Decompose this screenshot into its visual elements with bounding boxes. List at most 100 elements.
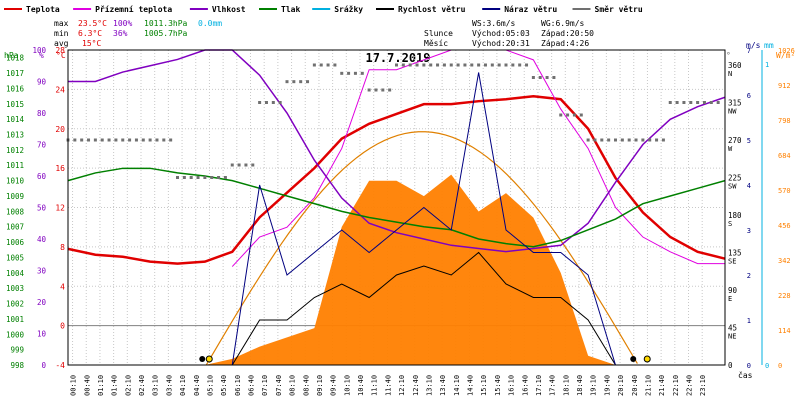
c-tick-2: 20 xyxy=(55,125,65,134)
info-block: WS:3.6m/s WG:6.9m/s Slunce Východ:05:03 … xyxy=(424,19,594,48)
hpa-tick-17: 1001 xyxy=(6,315,24,324)
hpa-tick-11: 1007 xyxy=(6,223,24,232)
wind-dir-dot-7-3 xyxy=(278,101,282,104)
hpa-tick-20: 998 xyxy=(10,361,24,370)
x-tick-13: 06:40 xyxy=(248,375,256,396)
wind-dir-dot-9-1 xyxy=(319,63,323,67)
pct-axis-title: % xyxy=(39,51,44,60)
x-tick-45: 22:40 xyxy=(686,375,694,396)
wind-dir-dot-19-3 xyxy=(607,138,611,142)
moonrise-info: Východ:20:31 xyxy=(472,39,530,48)
x-tick-28: 14:10 xyxy=(453,375,461,396)
hpa-tick-10: 1008 xyxy=(6,207,25,216)
stat-max-press: 1011.3hPa xyxy=(144,19,188,28)
ms-axis-title: m/s xyxy=(746,41,761,50)
wind-dir-dot-2-3 xyxy=(141,138,145,142)
pct-tick-3: 70 xyxy=(37,141,47,150)
wind-dir-dot-20-1 xyxy=(620,138,624,142)
x-tick-8: 04:10 xyxy=(179,375,187,396)
wind-dir-dot-11-2 xyxy=(381,88,385,92)
series-line-0 xyxy=(67,95,726,265)
wind-dir-dot-1-1 xyxy=(100,138,104,142)
x-tick-35: 17:40 xyxy=(549,375,557,396)
x-tick-4: 02:10 xyxy=(124,375,132,396)
dir-tick-2: 270 xyxy=(728,136,742,145)
stat-max-rain: 0.0mm xyxy=(198,19,222,28)
wind-dir-dot-4-3 xyxy=(196,176,200,179)
wind-dir-dot-11-0 xyxy=(367,88,371,92)
x-tick-44: 22:10 xyxy=(672,375,680,396)
wind-dir-dot-10-2 xyxy=(353,71,357,75)
hpa-tick-5: 1013 xyxy=(6,131,24,140)
wind-dir-dot-20-3 xyxy=(634,138,638,142)
stat-min-temp: 6.3°C xyxy=(78,29,102,38)
wind-dir-dot-12-1 xyxy=(401,63,405,67)
wind-dir-dot-12-2 xyxy=(408,63,412,67)
wind-dir-dot-4-1 xyxy=(182,176,186,179)
ms-tick-1: 6 xyxy=(747,92,751,100)
plot-frame xyxy=(67,49,726,366)
solar-area xyxy=(68,174,725,365)
wind-dir-dot-16-3 xyxy=(525,63,529,67)
x-tick-39: 19:40 xyxy=(603,375,611,396)
wind-dir-dot-3-3 xyxy=(169,138,173,142)
legend-label-0: Teplota xyxy=(26,5,60,14)
c-tick-1: 24 xyxy=(55,85,65,94)
wind-dir-dot-20-0 xyxy=(614,138,617,142)
mm-tick-0: 1 xyxy=(765,61,769,69)
sunrise-sun-icon xyxy=(205,355,213,363)
hpa-tick-15: 1003 xyxy=(6,284,24,293)
dir-label-2: W xyxy=(728,145,733,153)
x-axis-title: čas xyxy=(738,370,753,380)
wind-dir-dot-15-1 xyxy=(483,63,487,67)
c-tick-0: 28 xyxy=(55,46,65,55)
sun-path-line xyxy=(205,131,638,366)
wind-dir-dot-7-1 xyxy=(264,101,268,104)
hpa-tick-7: 1011 xyxy=(6,161,24,170)
wind-dir-dot-14-2 xyxy=(463,63,467,67)
ms-tick-2: 5 xyxy=(747,137,751,145)
legend-label-5: Rychlost větru xyxy=(398,4,466,14)
wind-dir-dot-2-2 xyxy=(134,138,138,142)
x-tick-21: 10:40 xyxy=(357,375,365,396)
dir-label-7: NE xyxy=(728,333,736,341)
legend-label-4: Srážky xyxy=(334,5,363,14)
mm-tick-1: 0 xyxy=(765,362,769,370)
wind-dir-dot-22-0 xyxy=(668,101,672,104)
wind-dir-dot-17-0 xyxy=(531,76,535,79)
x-tick-10: 05:10 xyxy=(206,375,214,396)
sunrise-marker xyxy=(199,356,206,362)
wind-dir-dot-11-3 xyxy=(388,88,392,92)
wind-dir-dot-23-0 xyxy=(696,101,700,104)
c-tick-8: -4 xyxy=(55,361,65,370)
hpa-tick-13: 1005 xyxy=(6,253,24,262)
wind-dir-dot-15-0 xyxy=(477,63,481,67)
pct-tick-6: 40 xyxy=(37,235,47,244)
stat-min-hum: 36% xyxy=(113,29,128,38)
dir-tick-0: 360 xyxy=(728,61,742,70)
c-axis-title: °C xyxy=(56,51,66,60)
wind-dir-dot-22-2 xyxy=(682,101,686,104)
x-tick-20: 10:10 xyxy=(343,375,351,396)
wind-dir-dot-9-2 xyxy=(326,63,330,67)
dir-label-0: N xyxy=(728,70,732,78)
wind-dir-dot-11-1 xyxy=(374,88,378,92)
x-tick-3: 01:40 xyxy=(111,375,119,396)
x-tick-18: 09:10 xyxy=(316,375,324,396)
wind-dir-dot-1-2 xyxy=(107,138,111,142)
wm2-tick-2: 798 xyxy=(778,117,791,125)
wind-speed-info: WS:3.6m/s xyxy=(472,19,516,28)
wind-dir-dot-14-3 xyxy=(470,63,474,67)
wind-dir-dot-18-3 xyxy=(579,113,583,117)
wind-dir-dot-13-0 xyxy=(422,63,426,67)
stat-avg-label: avg xyxy=(54,39,69,48)
pct-tick-4: 60 xyxy=(37,172,47,181)
hpa-tick-19: 999 xyxy=(10,346,24,355)
ms-tick-6: 1 xyxy=(747,317,751,325)
wm2-tick-8: 114 xyxy=(778,327,791,335)
dir-label-5: SE xyxy=(728,258,736,266)
hpa-tick-0: 1018 xyxy=(6,54,25,63)
legend-label-6: Náraz větru xyxy=(504,4,557,14)
wind-dir-dot-19-0 xyxy=(586,138,590,142)
wind-dir-dot-2-0 xyxy=(121,138,125,142)
